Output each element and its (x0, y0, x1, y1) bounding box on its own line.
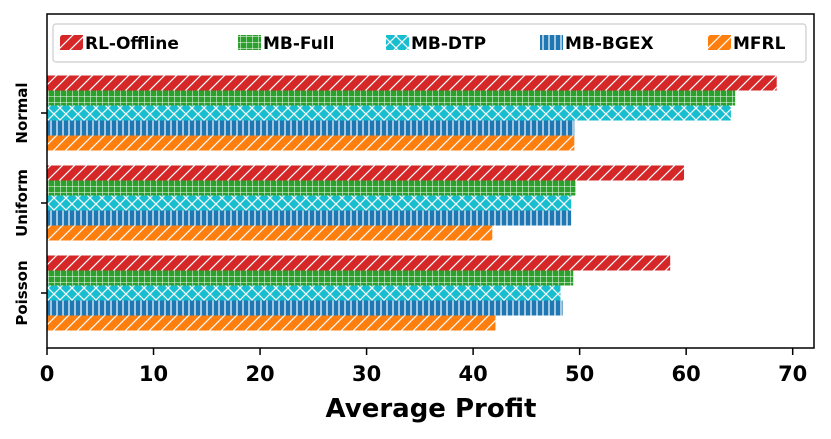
legend-item-mb-dtp: MB-DTP (386, 34, 486, 54)
category-label-poisson: Poisson (13, 260, 31, 325)
bar-hatch (47, 75, 777, 91)
legend-swatch-hatch (238, 35, 261, 50)
legend-swatch-hatch (708, 35, 731, 50)
bar-mfrl-poisson (47, 315, 496, 331)
bar-hatch (47, 90, 736, 106)
plot-area-frame (46, 13, 815, 349)
legend-label: RL-Offline (85, 34, 179, 54)
x-tick-label: 0 (40, 362, 55, 386)
legend: RL-Offline MB-Full MB-DTP MB-BGEX MFRL (52, 23, 807, 63)
bar-mb-bgex-poisson (47, 300, 563, 316)
x-tick-label: 30 (352, 362, 381, 386)
bar-hatch (47, 285, 561, 301)
bar-rl-offline-poisson (47, 255, 671, 271)
bar-mb-bgex-uniform (47, 210, 572, 226)
bar-rl-offline-normal (47, 75, 777, 91)
bar-mb-full-poisson (47, 270, 574, 286)
bar-mb-dtp-poisson (47, 285, 561, 301)
legend-swatch-hatch (540, 35, 563, 50)
bars-layer (47, 75, 777, 331)
bar-mb-dtp-uniform (47, 195, 572, 211)
y-axis-categories: Normal Uniform Poisson (13, 82, 47, 326)
bar-hatch (47, 225, 493, 241)
bar-mb-bgex-normal (47, 120, 575, 136)
bar-hatch (47, 210, 572, 226)
x-axis-title: Average Profit (326, 394, 537, 424)
x-tick-label: 40 (458, 362, 487, 386)
bar-mfrl-normal (47, 135, 575, 151)
bar-hatch (47, 180, 576, 196)
legend-item-rl-offline: RL-Offline (60, 34, 179, 54)
x-axis-ticks: 0 10 20 30 40 50 60 70 (40, 348, 807, 386)
bar-hatch (47, 135, 575, 151)
bar-rl-offline-uniform (47, 165, 685, 181)
bar-hatch (47, 105, 731, 121)
bar-hatch (47, 120, 575, 136)
legend-label: MFRL (733, 34, 786, 54)
bar-hatch (47, 300, 563, 316)
bar-hatch (47, 255, 671, 271)
category-label-uniform: Uniform (13, 169, 31, 237)
x-tick-label: 50 (565, 362, 594, 386)
legend-item-mb-full: MB-Full (238, 34, 334, 54)
x-tick-label: 20 (245, 362, 274, 386)
bar-mb-dtp-normal (47, 105, 731, 121)
x-tick-label: 10 (139, 362, 168, 386)
legend-item-mb-bgex: MB-BGEX (540, 34, 654, 54)
bar-hatch (47, 165, 685, 181)
legend-label: MB-DTP (411, 34, 486, 54)
bar-mfrl-uniform (47, 225, 493, 241)
bar-mb-full-uniform (47, 180, 576, 196)
bar-mb-full-normal (47, 90, 736, 106)
x-tick-label: 60 (672, 362, 701, 386)
bar-hatch (47, 270, 574, 286)
bar-hatch (47, 315, 496, 331)
legend-swatch-hatch (386, 35, 409, 50)
legend-frame (52, 23, 807, 63)
legend-label: MB-BGEX (565, 34, 654, 54)
bar-hatch (47, 195, 572, 211)
x-tick-label: 70 (778, 362, 807, 386)
legend-item-mfrl: MFRL (708, 34, 786, 54)
category-label-normal: Normal (13, 82, 31, 143)
legend-swatch-hatch (60, 35, 83, 50)
legend-label: MB-Full (263, 34, 334, 54)
